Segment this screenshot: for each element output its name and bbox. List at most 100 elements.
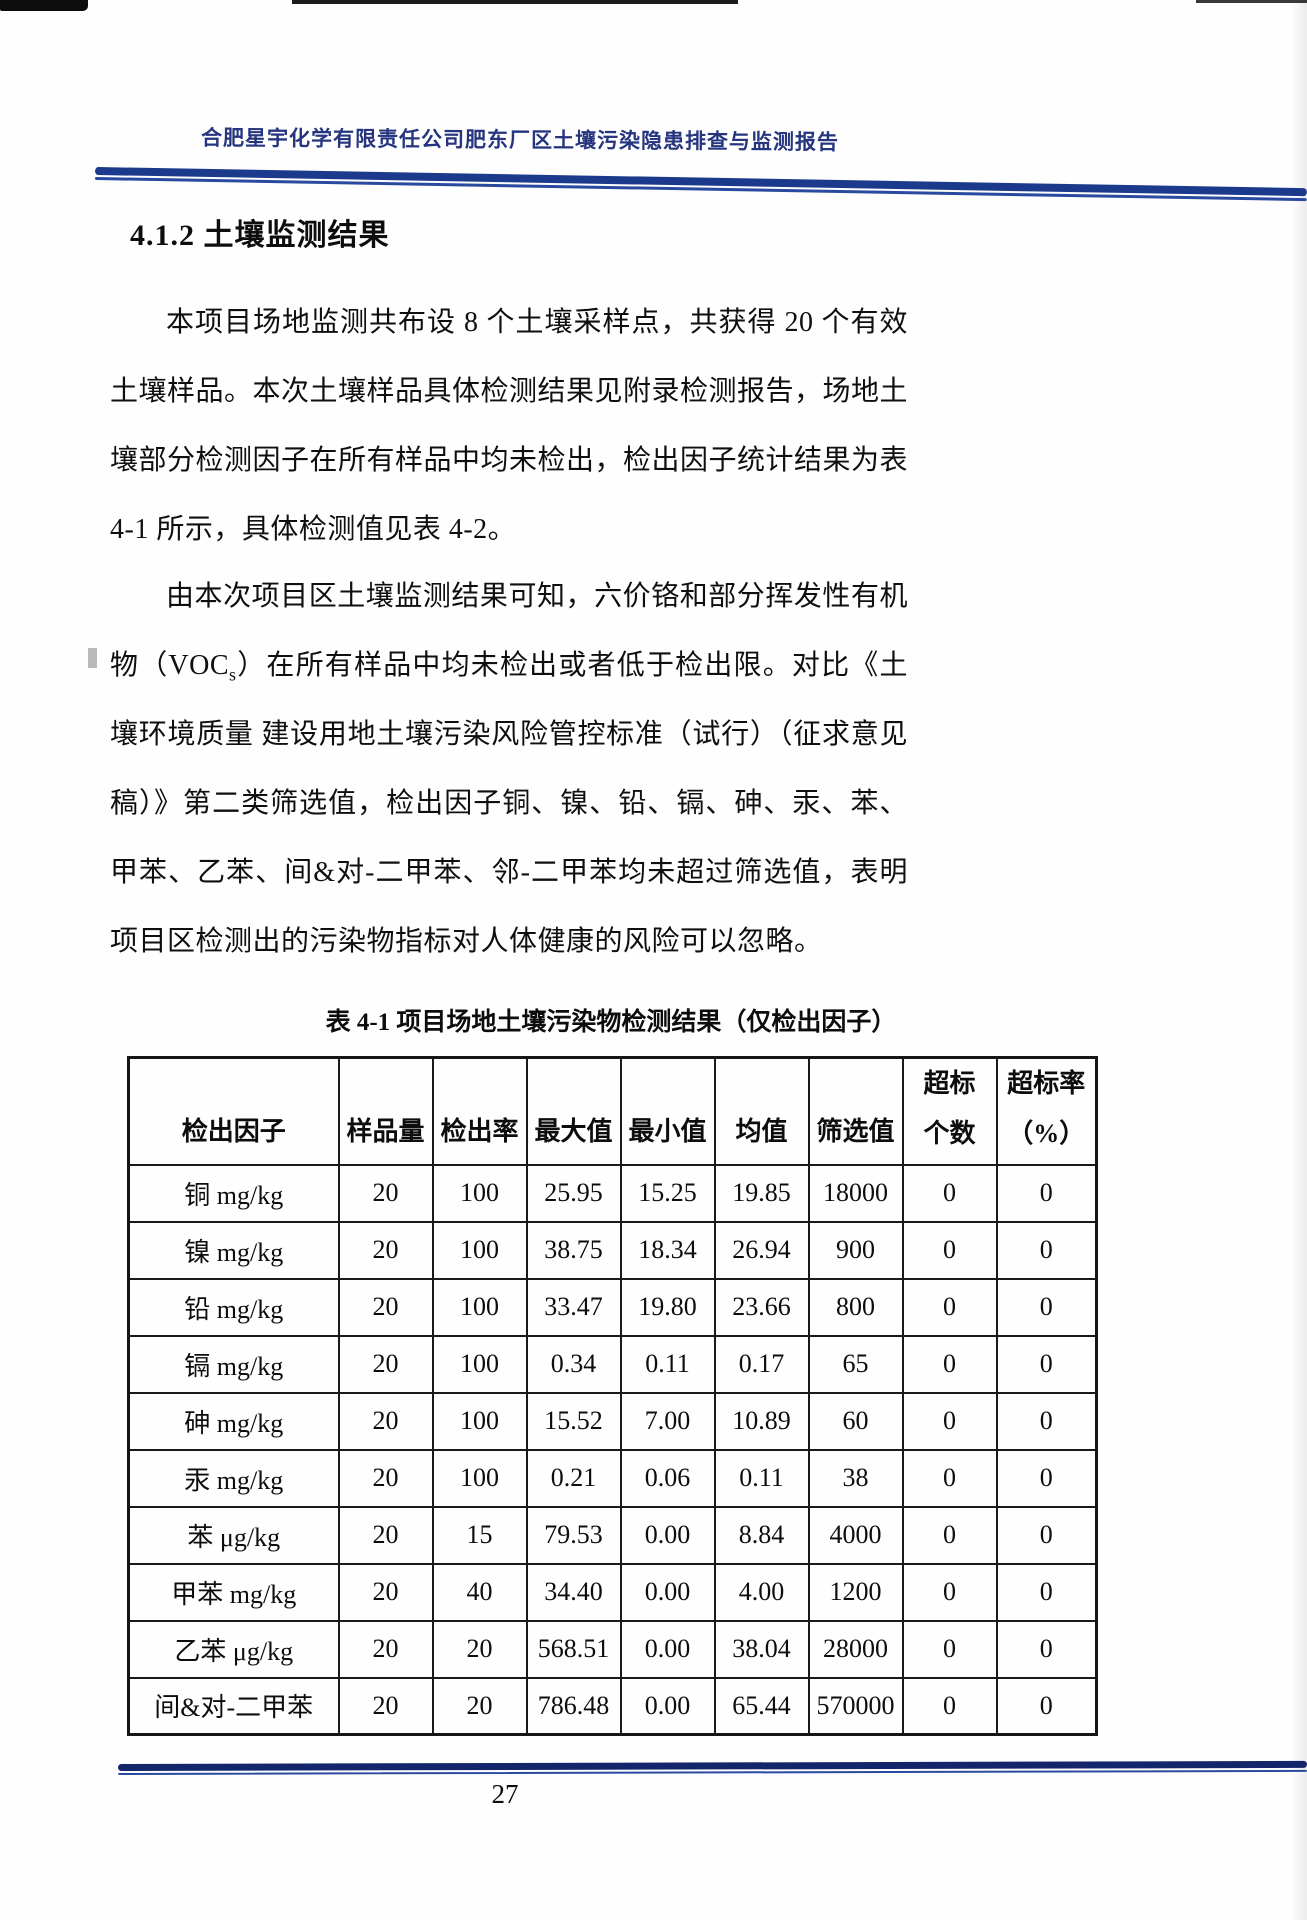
col-header-exceed-rate: 超标率 （%） xyxy=(995,1056,1098,1166)
col-header-mean: 均值 xyxy=(713,1056,810,1166)
col-header-factor: 检出因子 xyxy=(127,1056,340,1166)
footer-rule xyxy=(117,1760,1307,1775)
paragraph-2-text-after: ）在所有样品中均未检出或者低于检出限。对比《土壤环境质量 建设用地土壤污染风险管… xyxy=(110,650,908,957)
paragraph-2: 由本次项目区土壤监测结果可知，六价铬和部分挥发性有机物（VOCs）在所有样品中均… xyxy=(110,562,908,976)
table-cell: 23.66 xyxy=(713,1277,810,1337)
table-cell: 0 xyxy=(901,1505,998,1565)
scan-artifact xyxy=(292,0,738,4)
table-cell: 20 xyxy=(337,1220,434,1280)
table-cell: 0.17 xyxy=(713,1334,810,1394)
col-header-detect-rate: 检出率 xyxy=(431,1056,528,1166)
factor-cell: 间&对-二甲苯 xyxy=(127,1676,340,1736)
footer-rule-thin xyxy=(118,1769,1307,1775)
table-cell: 20 xyxy=(337,1619,434,1679)
table-cell: 0 xyxy=(995,1505,1098,1565)
table-cell: 38.04 xyxy=(713,1619,810,1679)
col-header-max: 最大值 xyxy=(525,1056,622,1166)
table-cell: 0 xyxy=(995,1562,1098,1622)
table-cell: 20 xyxy=(337,1163,434,1223)
soil-results-table: 检出因子 样品量 检出率 最大值 最小值 均值 筛选值 超标 个数 超标率 （%… xyxy=(127,1056,1098,1736)
table-cell: 900 xyxy=(807,1220,904,1280)
factor-cell: 铜 mg/kg xyxy=(127,1163,340,1223)
table-cell: 786.48 xyxy=(525,1676,622,1736)
table-row-cadmium: 镉 mg/kg 20 100 0.34 0.11 0.17 65 0 0 xyxy=(127,1334,1098,1394)
col-header-exceed-count-line2: 个数 xyxy=(923,1119,976,1149)
table-cell: 0 xyxy=(995,1334,1098,1394)
table-cell: 0 xyxy=(901,1448,998,1508)
table-cell: 0 xyxy=(995,1163,1098,1223)
table-cell: 0 xyxy=(901,1391,998,1451)
table-caption: 表 4-1 项目场地土壤污染物检测结果（仅检出因子） xyxy=(325,1009,897,1036)
table-cell: 0 xyxy=(995,1448,1098,1508)
table-cell: 0 xyxy=(995,1676,1098,1736)
table-cell: 40 xyxy=(431,1562,528,1622)
table-cell: 0 xyxy=(901,1220,998,1280)
page-number: 27 xyxy=(491,1779,519,1809)
table-cell: 8.84 xyxy=(713,1505,810,1565)
table-cell: 0.21 xyxy=(525,1448,622,1508)
table-cell: 15.52 xyxy=(525,1391,622,1451)
col-header-screening-value: 筛选值 xyxy=(807,1056,904,1166)
table-cell: 79.53 xyxy=(525,1505,622,1565)
col-header-min: 最小值 xyxy=(619,1056,716,1166)
table-cell: 4000 xyxy=(807,1505,904,1565)
table-cell: 4.00 xyxy=(713,1562,810,1622)
col-header-exceed-count: 超标 个数 xyxy=(901,1056,998,1166)
paragraph-2-text-before: 由本次项目区土壤监测结果可知，六价铬和部分挥发性有机物（VOC xyxy=(110,581,908,681)
table-cell: 0.00 xyxy=(619,1562,716,1622)
table-cell: 0 xyxy=(901,1562,998,1622)
table-row-mp-xylene: 间&对-二甲苯 20 20 786.48 0.00 65.44 570000 0… xyxy=(127,1676,1098,1736)
table-cell: 20 xyxy=(337,1334,434,1394)
table-cell: 0 xyxy=(901,1334,998,1394)
table-cell: 0.06 xyxy=(619,1448,716,1508)
table-cell: 100 xyxy=(431,1448,528,1508)
table-cell: 100 xyxy=(431,1220,528,1280)
table-cell: 0.00 xyxy=(619,1619,716,1679)
table-cell: 570000 xyxy=(807,1676,904,1736)
section-heading: 4.1.2 土壤监测结果 xyxy=(130,219,390,252)
table-cell: 28000 xyxy=(807,1619,904,1679)
col-header-exceed-rate-line1: 超标率 xyxy=(1007,1069,1086,1099)
scan-artifact xyxy=(0,0,88,11)
table-cell: 34.40 xyxy=(525,1562,622,1622)
factor-cell: 甲苯 mg/kg xyxy=(127,1562,340,1622)
table-row-nickel: 镍 mg/kg 20 100 38.75 18.34 26.94 900 0 0 xyxy=(127,1220,1098,1280)
voc-subscript: s xyxy=(229,664,237,685)
table-row-benzene: 苯 μg/kg 20 15 79.53 0.00 8.84 4000 0 0 xyxy=(127,1505,1098,1565)
factor-cell: 铅 mg/kg xyxy=(127,1277,340,1337)
table-cell: 7.00 xyxy=(619,1391,716,1451)
table-cell: 65.44 xyxy=(713,1676,810,1736)
table-cell: 0.34 xyxy=(525,1334,622,1394)
paragraph-1: 本项目场地监测共布设 8 个土壤采样点，共获得 20 个有效土壤样品。本次土壤样… xyxy=(110,307,909,545)
table-cell: 18.34 xyxy=(619,1220,716,1280)
table-cell: 18000 xyxy=(807,1163,904,1223)
table-cell: 10.89 xyxy=(713,1391,810,1451)
table-cell: 65 xyxy=(807,1334,904,1394)
table-cell: 20 xyxy=(431,1676,528,1736)
factor-cell: 镉 mg/kg xyxy=(127,1334,340,1394)
table-cell: 0 xyxy=(901,1676,998,1736)
scan-edge-shadow xyxy=(1291,0,1307,1920)
table-cell: 20 xyxy=(337,1277,434,1337)
table-cell: 100 xyxy=(431,1163,528,1223)
table-cell: 20 xyxy=(337,1505,434,1565)
table-cell: 1200 xyxy=(807,1562,904,1622)
col-header-exceed-rate-line2: （%） xyxy=(1007,1119,1086,1149)
table-row-arsenic: 砷 mg/kg 20 100 15.52 7.00 10.89 60 0 0 xyxy=(127,1391,1098,1451)
table-cell: 20 xyxy=(431,1619,528,1679)
table-cell: 38.75 xyxy=(525,1220,622,1280)
table-row-mercury: 汞 mg/kg 20 100 0.21 0.06 0.11 38 0 0 xyxy=(127,1448,1098,1508)
table-cell: 0 xyxy=(901,1619,998,1679)
table-cell: 0 xyxy=(901,1163,998,1223)
table-cell: 20 xyxy=(337,1448,434,1508)
factor-cell: 乙苯 μg/kg xyxy=(127,1619,340,1679)
table-cell: 19.80 xyxy=(619,1277,716,1337)
table-cell: 38 xyxy=(807,1448,904,1508)
table-cell: 0.11 xyxy=(619,1334,716,1394)
table-cell: 20 xyxy=(337,1391,434,1451)
table-cell: 0.00 xyxy=(619,1676,716,1736)
table-row-lead: 铅 mg/kg 20 100 33.47 19.80 23.66 800 0 0 xyxy=(127,1277,1098,1337)
table-cell: 0 xyxy=(901,1277,998,1337)
scan-artifact xyxy=(88,648,97,668)
